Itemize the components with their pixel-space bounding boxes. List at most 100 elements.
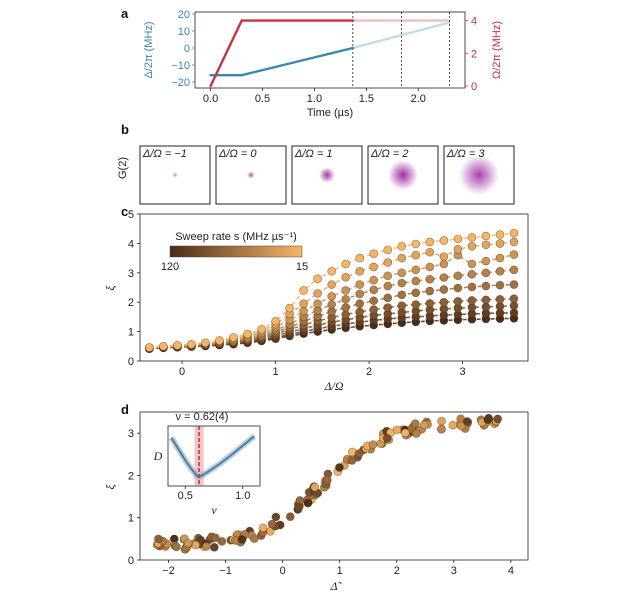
panel-d-point — [335, 463, 344, 472]
panel-c-point — [495, 280, 505, 290]
panel-a-detuning-line — [240, 46, 355, 77]
panel-c-point — [257, 324, 266, 334]
panel-c-ytick-label: 4 — [128, 238, 134, 250]
panel-a-ylabel-right: Ω/2π (MHz) — [491, 21, 503, 79]
panel-label-b: b — [121, 122, 129, 137]
panel-c-point — [187, 339, 196, 349]
g2-blob — [319, 167, 335, 183]
panel-a-xtick-label: 1.5 — [359, 93, 374, 105]
panel-c-point — [481, 281, 491, 291]
panel-c-point — [509, 237, 519, 247]
panel-c-point — [509, 250, 519, 259]
g2-blob — [172, 172, 178, 178]
panel-b-chart: G(2) Δ/Ω = −1 Δ/Ω = 0 Δ/Ω = 1 Δ/Ω = 2 Δ/Ω = … — [117, 145, 515, 205]
panel-d-xlabel: Δ̃ — [329, 579, 342, 593]
panel-c-series-line — [149, 283, 515, 349]
panel-d-ytick-label: 1 — [128, 513, 134, 525]
panel-d-point — [267, 519, 277, 529]
panel-c-point — [313, 289, 322, 298]
panel-c-point — [425, 247, 435, 257]
panel-d-point — [249, 534, 259, 543]
panel-c-point — [271, 317, 280, 326]
panel-c-point — [509, 228, 519, 238]
panel-c-point — [495, 253, 505, 263]
panel-c-point — [495, 294, 505, 304]
panel-d-point — [294, 503, 304, 512]
panel-a-xlabel: Time (µs) — [307, 107, 353, 119]
panel-a-ytick-right-label: 2 — [471, 48, 477, 60]
panel-c-point — [299, 299, 308, 308]
colorbar-max-label: 15 — [296, 261, 308, 273]
colorbar-label: Sweep rate s (MHz µs⁻¹) — [175, 231, 297, 243]
panel-d-point — [354, 449, 364, 458]
panel-c-point — [481, 268, 491, 278]
panel-c-point — [467, 233, 477, 242]
panel-d-point — [368, 440, 378, 449]
panel-c-point — [341, 272, 350, 282]
panel-c-point — [425, 237, 435, 247]
panel-c-ytick-label: 3 — [128, 268, 134, 280]
panel-c-point — [383, 281, 393, 291]
panel-d-ytick-label: 0 — [128, 555, 134, 567]
inset-title: ν = 0.62(4) — [176, 411, 229, 423]
panel-c-point — [159, 341, 168, 351]
panel-c-ytick-label: 0 — [128, 356, 134, 368]
panel-d-xtick-label: 3 — [451, 565, 457, 577]
panel-c-point — [425, 262, 435, 272]
panel-c-ylabel: ξ — [103, 285, 117, 291]
panel-d-point — [210, 543, 219, 552]
panel-c-point — [481, 256, 491, 266]
g2-blob — [459, 155, 499, 195]
panel-c-point — [397, 301, 407, 311]
panel-c-point — [397, 278, 407, 288]
panel-d-point — [237, 535, 247, 544]
panel-c-point — [285, 303, 294, 313]
panel-c-point — [467, 282, 477, 292]
panel-d-point — [412, 429, 421, 438]
panel-d-point — [437, 424, 446, 434]
panel-a-xtick-label: 0.0 — [203, 93, 218, 105]
panel-a-ytick-left-label: 20 — [178, 9, 190, 21]
panel-a-ytick-left-label: −10 — [171, 60, 190, 72]
g2-tile: Δ/Ω = 2 — [367, 145, 439, 205]
panel-c-point — [369, 249, 379, 258]
panel-d-point — [410, 419, 420, 428]
panel-a-ytick-right-label: 0 — [471, 81, 477, 93]
inset-xtick-label: 0.5 — [178, 490, 193, 502]
panel-d-point — [347, 456, 357, 465]
panel-c-point — [439, 259, 449, 269]
panel-c-point — [453, 234, 463, 244]
panel-c-point — [453, 283, 463, 293]
panel-d-point — [303, 498, 313, 508]
panel-c-point — [425, 274, 435, 284]
panel-d-point — [172, 542, 181, 552]
panel-a-frame — [194, 11, 466, 89]
panel-d-point — [382, 433, 392, 443]
panel-c-point — [467, 269, 477, 279]
panel-c-point — [145, 343, 154, 352]
panel-d-ytick-label: 2 — [128, 470, 134, 482]
panel-c-point — [355, 299, 365, 308]
inset-chart: ν = 0.62(4) D ν 0.5 1.0 — [153, 411, 261, 517]
panel-c-ytick-label: 1 — [128, 327, 134, 339]
panel-c-point — [201, 338, 210, 348]
panel-c-point — [425, 299, 435, 308]
panel-a-ytick-left-label: 10 — [178, 26, 190, 38]
panel-a-xtick-label: 0.5 — [255, 93, 270, 105]
panel-a-xtick-label: 2.0 — [411, 93, 426, 105]
panel-c-point — [299, 286, 308, 295]
panel-a-detuning-line — [351, 21, 451, 50]
panel-c-point — [453, 244, 463, 254]
g2-blob — [247, 171, 255, 179]
panel-b-ylabel: G(2) — [117, 157, 129, 179]
panel-c-point — [467, 242, 477, 251]
panel-c-point — [327, 267, 336, 276]
panel-c-point — [341, 259, 350, 269]
panel-a-ytick-left-label: 0 — [184, 43, 190, 55]
panel-d-point — [419, 420, 429, 430]
panel-d-point — [285, 512, 295, 521]
panel-c-point — [439, 236, 449, 245]
panel-c-point — [327, 300, 336, 309]
panel-c-point — [355, 253, 365, 263]
panel-c-point — [439, 285, 449, 294]
